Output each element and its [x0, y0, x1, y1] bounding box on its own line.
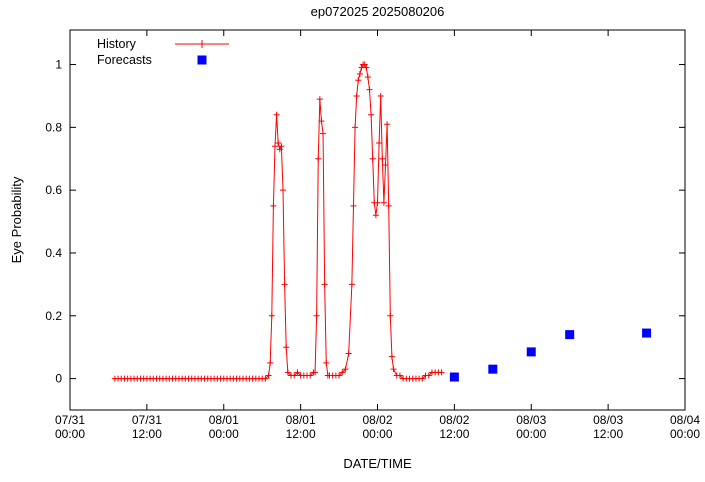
x-tick-label: 08/03 00:00 — [516, 413, 546, 441]
history-line-sample-icon — [175, 40, 229, 48]
series-forecasts — [449, 328, 652, 382]
legend-item-history: History — [97, 36, 231, 52]
series-history — [111, 61, 445, 382]
y-axis-ticks: 0 0.2 0.4 0.6 0.8 1 — [45, 58, 685, 386]
x-tick-label: 08/04 00:00 — [670, 413, 700, 441]
forecast-point — [488, 364, 498, 374]
legend-item-forecasts: Forecasts — [97, 52, 231, 68]
x-tick-label: 08/01 12:00 — [286, 413, 316, 441]
y-tick-label: 0.2 — [45, 309, 62, 323]
x-tick-label: 08/03 12:00 — [593, 413, 623, 441]
history-plus-markers — [111, 61, 445, 382]
plot-border — [69, 29, 686, 411]
forecasts-square-sample-icon — [197, 55, 207, 65]
x-tick-label: 08/02 12:00 — [439, 413, 469, 441]
chart-title: ep072025 2025080206 — [310, 4, 445, 19]
y-tick-label: 0 — [55, 372, 62, 386]
forecast-point — [526, 347, 536, 357]
forecast-point — [565, 330, 575, 340]
x-axis-label: DATE/TIME — [343, 456, 412, 471]
forecast-point — [449, 372, 459, 382]
y-tick-label: 0.4 — [45, 246, 62, 260]
forecast-point — [642, 328, 652, 338]
x-tick-label: 08/02 00:00 — [362, 413, 392, 441]
x-axis-ticks: 07/31 00:00 07/31 12:00 08/01 00:00 08/01 12:00… — [55, 30, 700, 441]
x-tick-label: 07/31 00:00 — [55, 413, 85, 441]
y-tick-label: 0.8 — [45, 120, 62, 134]
legend: History Forecasts — [97, 36, 231, 68]
legend-label-history: History — [97, 37, 136, 51]
y-tick-label: 0.6 — [45, 183, 62, 197]
x-tick-label: 08/01 00:00 — [209, 413, 239, 441]
legend-label-forecasts: Forecasts — [97, 53, 152, 67]
y-tick-label: 1 — [55, 58, 62, 72]
x-tick-label: 07/31 12:00 — [132, 413, 162, 441]
